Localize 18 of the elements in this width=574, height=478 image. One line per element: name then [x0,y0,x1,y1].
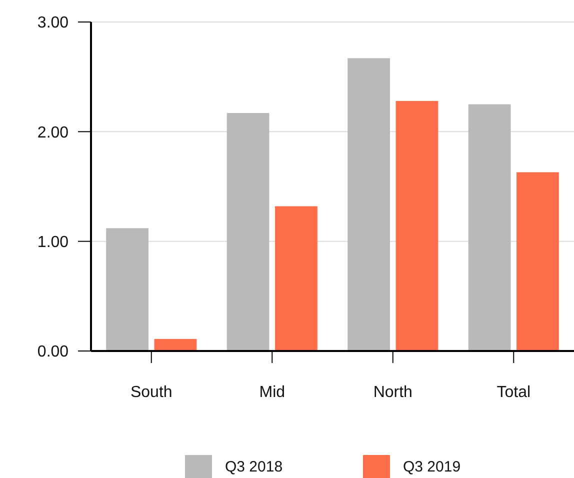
y-tick-label: 1.00 [37,234,69,251]
bar [396,100,438,351]
bar [226,113,270,351]
legend-label: Q3 2019 [403,458,461,476]
bar [348,58,390,351]
y-tick-label: 3.00 [37,14,69,32]
bar [275,206,318,351]
x-tick-label: Total [496,384,531,401]
x-tick-label: North [373,384,412,401]
x-tick-label: South [130,384,172,401]
y-tick-label: 0.00 [37,344,69,361]
y-tick-label: 2.00 [37,124,69,142]
bar [516,172,559,351]
bar [154,338,197,351]
legend-label: Q3 2018 [225,458,283,476]
bar [468,104,511,351]
x-tick-label: Mid [259,384,286,401]
bar [106,228,148,351]
